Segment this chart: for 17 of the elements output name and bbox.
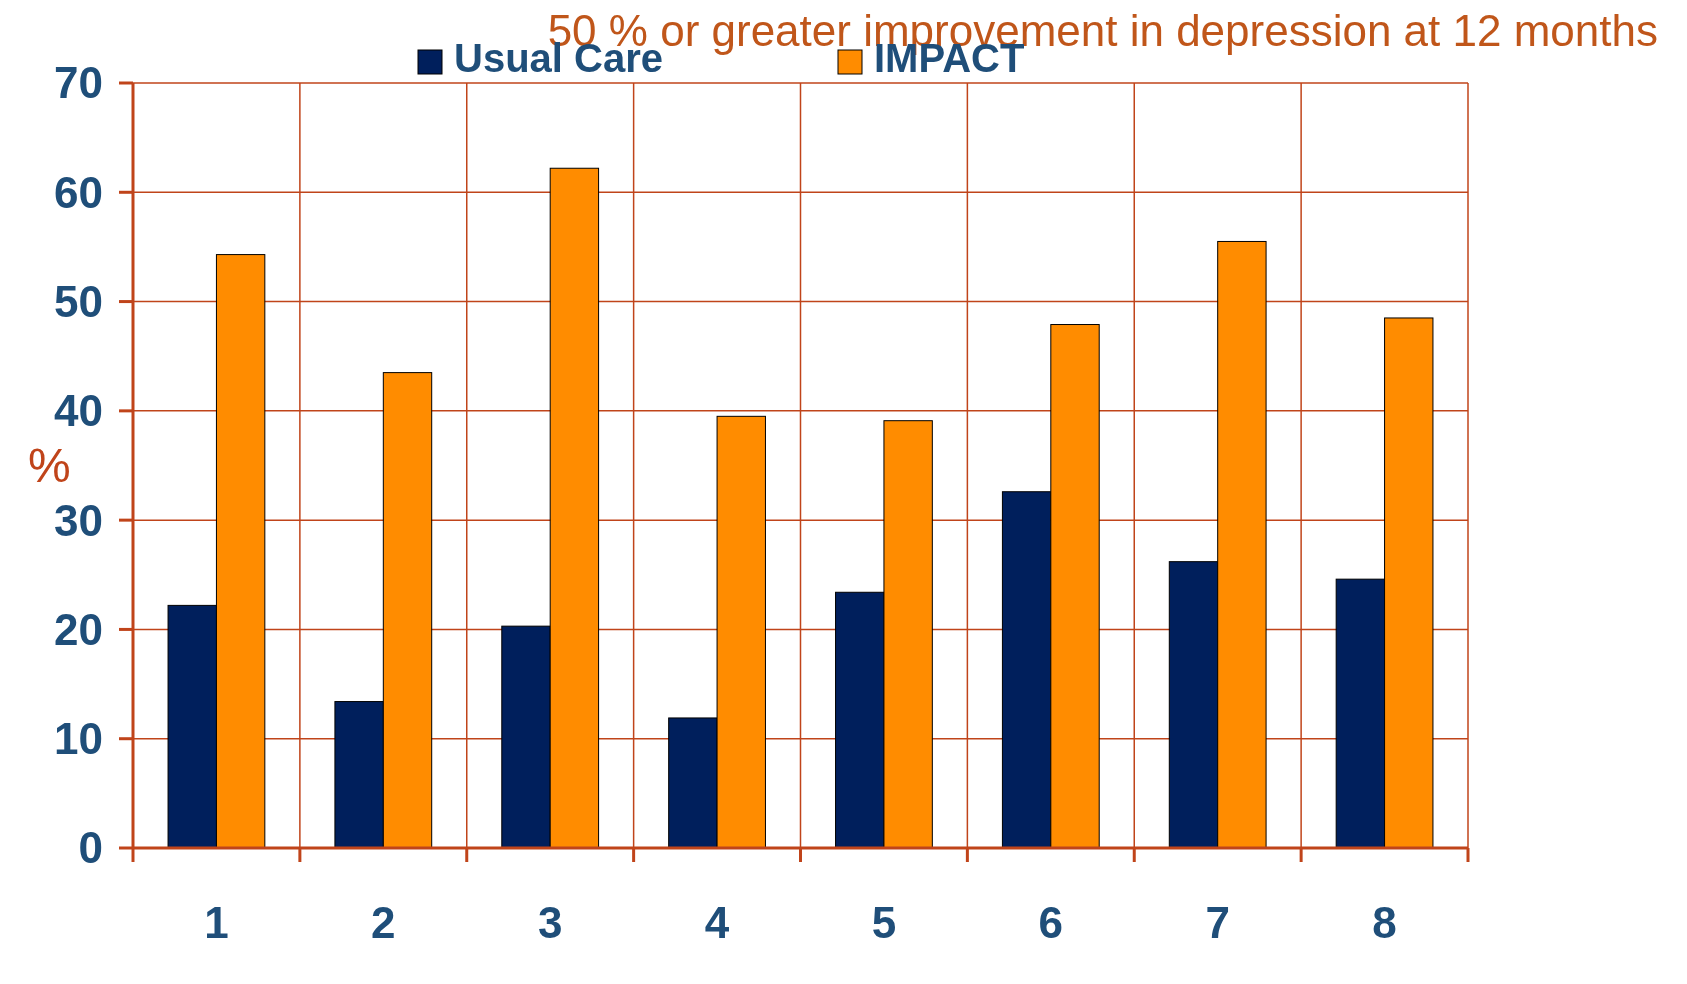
y-tick-label: 70 [54,58,103,108]
y-tick-label: 0 [78,823,103,873]
y-axis-title: % [28,439,71,493]
x-tick-label: 4 [704,898,730,947]
y-tick-label: 40 [54,386,103,436]
y-tick-label: 50 [54,276,103,326]
y-tick-label: 30 [54,495,103,545]
x-tick-label: 8 [1372,898,1397,947]
x-tick-label: 2 [371,898,396,947]
y-tick-label: 60 [54,167,103,217]
y-tick-label: 20 [54,604,103,654]
x-tick-label: 5 [871,898,897,947]
x-tick-label: 7 [1205,898,1230,947]
y-tick-label: 10 [54,714,103,764]
x-tick-label: 6 [1038,898,1064,947]
x-tick-label: 3 [537,898,563,947]
x-tick-label: 1 [204,898,229,947]
